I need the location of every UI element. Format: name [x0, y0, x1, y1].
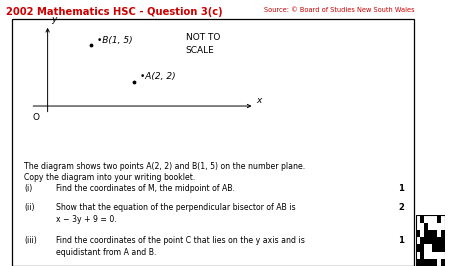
Text: y: y [51, 15, 56, 24]
Text: Find the coordinates of M, the midpoint of AB.: Find the coordinates of M, the midpoint … [56, 184, 235, 193]
Bar [428, 230, 432, 237]
Bar [424, 223, 428, 230]
Text: 1: 1 [398, 236, 404, 245]
Bar [432, 259, 437, 266]
Text: 2: 2 [398, 203, 404, 212]
Bar [428, 244, 432, 252]
Bar [432, 237, 437, 244]
Bar [432, 230, 437, 237]
Bar [424, 230, 428, 237]
Bar [437, 215, 441, 223]
Bar [424, 259, 428, 266]
Bar [441, 230, 445, 237]
Text: •A(2, 2): •A(2, 2) [140, 72, 176, 81]
Text: 1: 1 [398, 184, 404, 193]
Text: (i): (i) [24, 184, 32, 193]
Bar [420, 237, 424, 244]
Bar [437, 223, 441, 230]
Bar [428, 237, 432, 244]
Bar [437, 244, 441, 252]
Bar [437, 252, 441, 259]
Bar [441, 237, 445, 244]
Bar [424, 244, 428, 252]
Bar [432, 244, 437, 252]
Text: Find the coordinates of the point C that lies on the y axis and is
equidistant f: Find the coordinates of the point C that… [56, 236, 305, 257]
Bar [416, 215, 420, 223]
Text: Copy the diagram into your writing booklet.: Copy the diagram into your writing bookl… [24, 173, 195, 182]
Bar [424, 215, 428, 223]
Text: O: O [33, 113, 39, 122]
Bar [437, 259, 441, 266]
Bar [441, 252, 445, 259]
Text: •B(1, 5): •B(1, 5) [97, 36, 133, 45]
Bar [428, 215, 432, 223]
Bar [416, 230, 420, 237]
Bar [420, 259, 424, 266]
Bar [428, 223, 432, 230]
Bar [420, 244, 424, 252]
Bar [437, 230, 441, 237]
Bar [441, 215, 445, 223]
Bar [416, 252, 420, 259]
Text: Show that the equation of the perpendicular bisector of AB is
x − 3y + 9 = 0.: Show that the equation of the perpendicu… [56, 203, 296, 224]
Bar [416, 259, 420, 266]
Text: The diagram shows two points A(2, 2) and B(1, 5) on the number plane.: The diagram shows two points A(2, 2) and… [24, 162, 305, 171]
Bar [416, 237, 420, 244]
Text: 2002 Mathematics HSC - Question 3(c): 2002 Mathematics HSC - Question 3(c) [6, 7, 222, 17]
Text: NOT TO
SCALE: NOT TO SCALE [185, 34, 220, 55]
Bar [420, 252, 424, 259]
Bar [441, 244, 445, 252]
Bar [420, 230, 424, 237]
Text: x: x [256, 96, 262, 105]
Text: youtube.com/@TheMathsStudio: youtube.com/@TheMathsStudio [428, 69, 433, 157]
Bar [432, 223, 437, 230]
Bar [441, 223, 445, 230]
Text: (iii): (iii) [24, 236, 36, 245]
Bar [437, 237, 441, 244]
Text: (ii): (ii) [24, 203, 35, 212]
Bar [441, 259, 445, 266]
Bar [424, 237, 428, 244]
Bar [428, 252, 432, 259]
Bar [420, 223, 424, 230]
Bar [416, 223, 420, 230]
Bar [416, 244, 420, 252]
Bar [428, 259, 432, 266]
Text: Source: © Board of Studies New South Wales: Source: © Board of Studies New South Wal… [264, 7, 415, 13]
Bar [432, 252, 437, 259]
Bar [420, 215, 424, 223]
Bar [424, 252, 428, 259]
Bar [432, 215, 437, 223]
